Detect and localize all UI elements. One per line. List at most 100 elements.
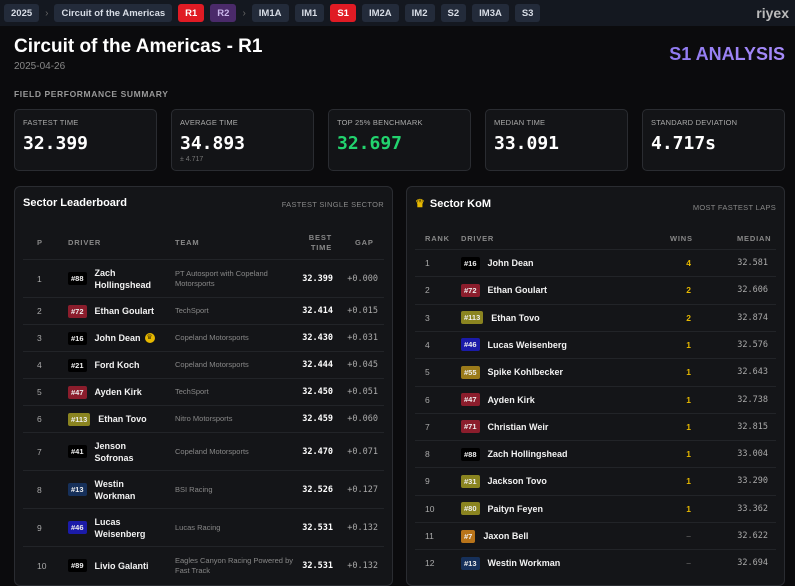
driver-cell: #88 Zach Hollingshead — [461, 447, 661, 461]
summary-card: STANDARD DEVIATION 4.717s — [642, 109, 785, 171]
driver-name[interactable]: Zach Hollingshead — [487, 449, 568, 460]
wins: 2 — [686, 285, 691, 296]
driver-name[interactable]: Lucas Weisenberg — [94, 516, 146, 539]
sector-kom-panel: ♛ Sector KoM MOST FASTEST LAPS RANK DRIVE… — [406, 186, 785, 586]
sector-tab-s1[interactable]: S1 — [330, 4, 356, 22]
median: 32.694 — [737, 558, 768, 569]
sector-tab-im1a[interactable]: IM1A — [251, 4, 289, 22]
col-driver: DRIVER — [461, 234, 495, 243]
kom-title-wrap: ♛ Sector KoM — [415, 197, 491, 210]
table-row[interactable]: 7 #71 Christian Weir 1 32.815 — [415, 412, 776, 440]
median: 32.581 — [737, 258, 768, 268]
gap: +0.015 — [347, 306, 378, 316]
breadcrumb-1[interactable]: Circuit of the Americas — [54, 4, 173, 22]
sector-tab-im1[interactable]: IM1 — [294, 4, 325, 22]
driver-name[interactable]: Paityn Feyen — [487, 503, 544, 514]
driver-name[interactable]: Livio Galanti — [94, 560, 149, 571]
median: 32.815 — [737, 421, 768, 432]
driver-name[interactable]: Ethan Tovo — [98, 414, 147, 424]
analysis-label: S1 ANALYSIS — [669, 44, 785, 64]
card-value: 34.893 — [180, 133, 246, 154]
driver-name[interactable]: Westin Workman — [487, 558, 561, 569]
wins: 1 — [686, 394, 691, 405]
position: 2 — [37, 306, 42, 316]
driver-name[interactable]: John Dean — [487, 258, 534, 268]
table-row[interactable]: 10 #89 Livio Galanti Eagles Canyon Racing P… — [23, 546, 384, 584]
driver-name[interactable]: Ethan Goulart — [487, 285, 548, 296]
wins: 1 — [686, 503, 691, 514]
driver-name[interactable]: Ford Koch — [94, 360, 140, 370]
session-tab-r1[interactable]: R1 — [178, 4, 205, 22]
card-label: FASTEST TIME — [23, 118, 79, 127]
driver-name[interactable]: Christian Weir — [487, 421, 549, 432]
car-number-badge: #13 — [461, 556, 480, 570]
sector-tab-s3[interactable]: S3 — [514, 4, 541, 22]
best-time: 32.399 — [302, 273, 333, 284]
sector-tab-s2[interactable]: S2 — [440, 4, 467, 22]
gap: +0.051 — [347, 387, 378, 397]
logo: riyex — [756, 5, 789, 21]
table-row[interactable]: 4 #46 Lucas Weisenberg 1 32.576 — [415, 330, 776, 358]
table-row[interactable]: 3 #16 John Dean ♛ Copeland Motorsports 32.430… — [23, 324, 384, 351]
driver-name[interactable]: Westin Workman — [94, 478, 136, 501]
table-row[interactable]: 5 #47 Ayden Kirk TechSport 32.450 +0.051 — [23, 378, 384, 405]
position: 9 — [37, 522, 42, 533]
driver-name[interactable]: Jenson Sofronas — [94, 440, 134, 463]
summary-card: TOP 25% BENCHMARK 32.697 — [328, 109, 471, 171]
car-number-badge: #113 — [461, 311, 484, 325]
table-row[interactable]: 1 #88 Zach Hollingshead PT Autosport with C… — [23, 259, 384, 297]
driver-name[interactable]: Lucas Weisenberg — [487, 339, 567, 350]
driver-name[interactable]: John Dean — [94, 333, 141, 343]
driver-name[interactable]: Ayden Kirk — [94, 387, 142, 397]
table-row[interactable]: 9 #31 Jackson Tovo 1 33.290 — [415, 467, 776, 494]
driver-name[interactable]: Ethan Goulart — [94, 306, 155, 316]
driver-name[interactable]: Jaxon Bell — [483, 531, 529, 541]
table-row[interactable]: 7 #41 Jenson Sofronas Copeland Motorsports 3… — [23, 432, 384, 470]
car-number-badge: #21 — [68, 358, 87, 372]
summary-card: FASTEST TIME 32.399 — [14, 109, 157, 171]
kom-subtitle: MOST FASTEST LAPS — [692, 203, 776, 212]
table-row[interactable]: 2 #72 Ethan Goulart 2 32.606 — [415, 276, 776, 303]
table-row[interactable]: 8 #88 Zach Hollingshead 1 33.004 — [415, 440, 776, 467]
driver-cell: #55 Spike Kohlbecker — [461, 365, 661, 379]
table-row[interactable]: 6 #113 Ethan Tovo Nitro Motorsports 32.459 +0… — [23, 405, 384, 432]
table-row[interactable]: 9 #46 Lucas Weisenberg Lucas Racing 32.531 +0… — [23, 508, 384, 546]
driver-cell: #80 Paityn Feyen — [461, 502, 661, 516]
table-row[interactable]: 12 #13 Westin Workman – 32.694 — [415, 549, 776, 576]
car-number-badge: #41 — [68, 445, 87, 458]
gap: +0.045 — [347, 360, 378, 370]
driver-cell: #72 Ethan Goulart — [68, 304, 175, 318]
car-number-badge: #47 — [461, 393, 480, 406]
driver-name[interactable]: Zach Hollingshead — [94, 267, 152, 290]
best-time: 32.430 — [302, 333, 333, 343]
team-name: Lucas Racing — [175, 522, 221, 532]
driver-name[interactable]: Jackson Tovo — [487, 476, 547, 487]
sector-tab-im2[interactable]: IM2 — [404, 4, 435, 22]
driver-name[interactable]: Ayden Kirk — [487, 394, 535, 405]
wins: – — [686, 558, 691, 569]
car-number-badge: #72 — [68, 304, 87, 318]
table-row[interactable]: 3 #113 Ethan Tovo 2 32.874 — [415, 303, 776, 331]
driver-name[interactable]: Ethan Tovo — [491, 312, 540, 323]
sector-tab-im3a[interactable]: IM3A — [472, 4, 509, 22]
team-name: BSI Racing — [175, 484, 213, 494]
card-value: 32.697 — [337, 133, 403, 154]
table-row[interactable]: 6 #47 Ayden Kirk 1 32.738 — [415, 385, 776, 413]
driver-name[interactable]: Spike Kohlbecker — [487, 367, 564, 378]
breadcrumb-0[interactable]: 2025 — [4, 4, 40, 22]
table-row[interactable]: 11 #7 Jaxon Bell – 32.622 — [415, 522, 776, 549]
driver-cell: #16 John Dean — [461, 256, 661, 270]
rank: 7 — [425, 421, 430, 432]
rank: 4 — [425, 339, 430, 350]
position: 4 — [37, 360, 42, 370]
table-row[interactable]: 8 #13 Westin Workman BSI Racing 32.526 +0.127 — [23, 470, 384, 508]
sector-tab-im2a[interactable]: IM2A — [361, 4, 399, 22]
table-row[interactable]: 2 #72 Ethan Goulart TechSport 32.414 +0.015 — [23, 297, 384, 324]
table-row[interactable]: 4 #21 Ford Koch Copeland Motorsports 32.444 +… — [23, 351, 384, 378]
table-row[interactable]: 10 #80 Paityn Feyen 1 33.362 — [415, 494, 776, 522]
table-row[interactable]: 5 #55 Spike Kohlbecker 1 32.643 — [415, 358, 776, 385]
session-tab-r2[interactable]: R2 — [210, 4, 237, 22]
position: 1 — [37, 273, 42, 284]
table-row[interactable]: 1 #16 John Dean 4 32.581 — [415, 249, 776, 276]
best-time: 32.450 — [302, 387, 333, 397]
